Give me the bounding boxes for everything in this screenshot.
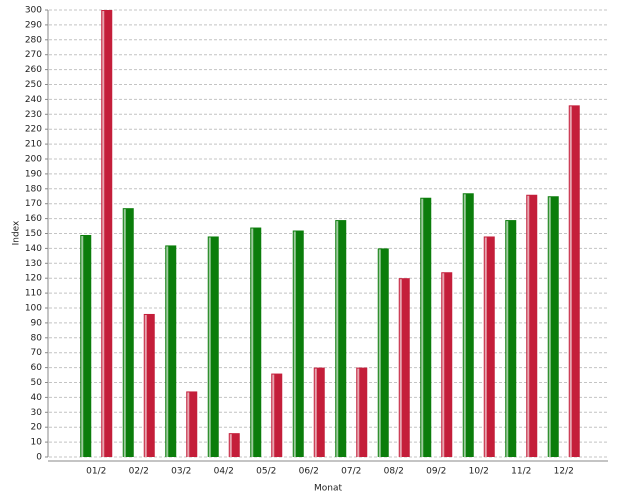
bar — [335, 220, 347, 457]
y-tick-label: 50 — [31, 378, 43, 388]
bar-highlight — [123, 209, 126, 457]
x-tick-label: 11/2 — [511, 467, 531, 477]
y-tick-label: 300 — [25, 6, 42, 16]
y-tick-label: 290 — [25, 20, 42, 30]
y-tick-label: 160 — [25, 214, 42, 224]
bar — [420, 197, 432, 458]
x-tick-label: 07/2 — [341, 467, 361, 477]
bar-highlight — [569, 106, 572, 458]
bar — [122, 208, 134, 457]
bar-highlight — [527, 195, 530, 457]
bar-highlight — [463, 194, 466, 457]
x-tick-label: 12/2 — [554, 467, 574, 477]
x-tick-label: 10/2 — [469, 467, 489, 477]
bar-highlight — [442, 273, 445, 457]
bar-highlight — [548, 197, 551, 457]
bar — [207, 236, 219, 457]
bar-highlight — [272, 374, 275, 457]
bar — [568, 105, 580, 458]
bar — [228, 433, 240, 457]
bar — [165, 245, 177, 457]
y-tick-label: 30 — [31, 408, 43, 418]
y-tick-label: 260 — [25, 65, 42, 75]
y-tick-label: 130 — [25, 259, 42, 269]
y-tick-label: 110 — [25, 289, 42, 299]
bar-highlight — [336, 221, 339, 457]
bar — [398, 278, 410, 457]
bar-highlight — [506, 221, 509, 457]
bar-highlight — [166, 246, 169, 457]
y-axis-label: Index — [12, 220, 22, 245]
bar — [356, 367, 368, 457]
bar — [505, 220, 517, 457]
y-tick-label: 90 — [31, 318, 43, 328]
y-tick-label: 250 — [25, 80, 42, 90]
y-tick-label: 170 — [25, 199, 42, 209]
bar — [313, 367, 325, 457]
bar-highlight — [208, 237, 211, 457]
bar-highlight — [314, 368, 317, 457]
x-axis-label: Monat — [314, 484, 342, 494]
bar — [250, 227, 262, 457]
bar-highlight — [251, 228, 254, 457]
y-tick-label: 180 — [25, 184, 42, 194]
bar-highlight — [187, 392, 190, 457]
y-tick-label: 70 — [31, 348, 43, 358]
bar — [186, 391, 198, 457]
x-tick-label: 05/2 — [256, 467, 276, 477]
bar — [441, 272, 453, 457]
y-tick-label: 220 — [25, 125, 42, 135]
bar — [80, 234, 92, 457]
x-tick-label: 09/2 — [426, 467, 446, 477]
bar — [377, 248, 389, 457]
y-tick-label: 200 — [25, 155, 42, 165]
bar-highlight — [144, 314, 147, 457]
bar-highlight — [378, 249, 381, 457]
x-tick-label: 02/2 — [129, 467, 149, 477]
x-tick-label: 06/2 — [299, 467, 319, 477]
y-tick-label: 20 — [31, 423, 43, 433]
bar — [143, 313, 155, 457]
y-tick-label: 0 — [36, 453, 42, 463]
y-tick-label: 210 — [25, 140, 42, 150]
x-tick-label: 03/2 — [171, 467, 191, 477]
y-tick-label: 280 — [25, 35, 42, 45]
bar — [462, 193, 474, 457]
bar-highlight — [484, 237, 487, 457]
bar — [526, 194, 538, 457]
y-tick-label: 150 — [25, 229, 42, 239]
bar — [547, 196, 559, 457]
bar-highlight — [293, 231, 296, 457]
bar — [483, 236, 495, 457]
y-tick-label: 270 — [25, 50, 42, 60]
bar-highlight — [81, 235, 84, 457]
y-tick-label: 190 — [25, 169, 42, 179]
y-tick-label: 230 — [25, 110, 42, 120]
bar-highlight — [421, 198, 424, 458]
y-tick-label: 80 — [31, 333, 43, 343]
y-tick-label: 40 — [31, 393, 43, 403]
y-tick-label: 120 — [25, 274, 42, 284]
y-tick-label: 240 — [25, 95, 42, 105]
bar — [101, 10, 113, 457]
bar-highlight — [399, 279, 402, 457]
y-tick-label: 60 — [31, 363, 43, 373]
y-tick-label: 140 — [25, 244, 42, 254]
bar — [292, 230, 304, 457]
bar-highlight — [357, 368, 360, 457]
x-tick-label: 04/2 — [214, 467, 234, 477]
x-tick-label: 08/2 — [384, 467, 404, 477]
y-tick-label: 100 — [25, 304, 42, 314]
y-tick-label: 10 — [31, 438, 43, 448]
bar — [271, 373, 283, 457]
x-tick-label: 01/2 — [86, 467, 106, 477]
bar-highlight — [229, 434, 232, 457]
bar-highlight — [102, 11, 105, 457]
